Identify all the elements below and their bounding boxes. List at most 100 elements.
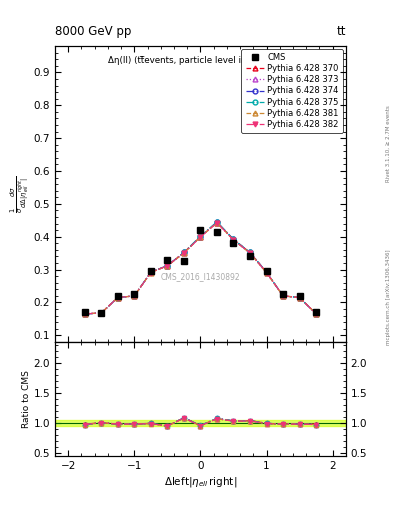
CMS — [248, 253, 252, 260]
Text: mcplots.cern.ch [arXiv:1306.3436]: mcplots.cern.ch [arXiv:1306.3436] — [386, 249, 391, 345]
Pythia 6.428 375 — [281, 293, 285, 299]
Pythia 6.428 381 — [182, 250, 186, 256]
Pythia 6.428 370 — [215, 220, 219, 226]
Y-axis label: $\frac{1}{\sigma}\frac{d\sigma}{d\Delta|\eta_{ell}^{right}|}$: $\frac{1}{\sigma}\frac{d\sigma}{d\Delta|… — [9, 176, 31, 212]
Pythia 6.428 374 — [264, 269, 269, 275]
Pythia 6.428 370 — [165, 263, 170, 269]
Pythia 6.428 374 — [165, 263, 170, 269]
Pythia 6.428 382 — [182, 250, 186, 256]
CMS — [165, 257, 170, 263]
Pythia 6.428 382 — [281, 293, 285, 299]
Pythia 6.428 370 — [264, 269, 269, 275]
CMS — [132, 291, 137, 297]
Pythia 6.428 375 — [116, 294, 120, 301]
Pythia 6.428 373 — [99, 310, 104, 316]
Pythia 6.428 370 — [297, 294, 302, 301]
Y-axis label: Ratio to CMS: Ratio to CMS — [22, 370, 31, 428]
Pythia 6.428 373 — [116, 294, 120, 301]
Pythia 6.428 374 — [314, 311, 318, 317]
Line: Pythia 6.428 370: Pythia 6.428 370 — [82, 220, 319, 316]
Pythia 6.428 375 — [99, 310, 104, 316]
Pythia 6.428 374 — [215, 219, 219, 225]
Pythia 6.428 374 — [231, 236, 236, 242]
Pythia 6.428 375 — [165, 263, 170, 269]
Pythia 6.428 373 — [182, 250, 186, 256]
Line: CMS: CMS — [82, 227, 319, 316]
Line: Pythia 6.428 381: Pythia 6.428 381 — [82, 220, 319, 316]
Pythia 6.428 381 — [314, 311, 318, 317]
CMS — [215, 229, 219, 235]
CMS — [198, 227, 203, 233]
Line: Pythia 6.428 373: Pythia 6.428 373 — [82, 220, 319, 316]
X-axis label: $\Delta\mathrm{left}|\eta_{ell}\,\mathrm{right}|$: $\Delta\mathrm{left}|\eta_{ell}\,\mathrm… — [164, 475, 237, 489]
Pythia 6.428 375 — [314, 311, 318, 317]
Pythia 6.428 382 — [83, 311, 87, 317]
Pythia 6.428 381 — [149, 269, 153, 275]
Pythia 6.428 375 — [149, 269, 153, 275]
CMS — [116, 293, 120, 299]
Line: Pythia 6.428 374: Pythia 6.428 374 — [82, 220, 319, 316]
Pythia 6.428 381 — [264, 270, 269, 276]
Pythia 6.428 382 — [231, 237, 236, 243]
Pythia 6.428 375 — [182, 249, 186, 255]
Pythia 6.428 381 — [215, 220, 219, 226]
Pythia 6.428 382 — [132, 293, 137, 299]
Pythia 6.428 382 — [116, 294, 120, 301]
Pythia 6.428 374 — [99, 310, 104, 316]
Pythia 6.428 382 — [149, 269, 153, 275]
Bar — [55, 420, 346, 426]
Pythia 6.428 382 — [248, 250, 252, 256]
Pythia 6.428 373 — [215, 220, 219, 226]
Pythia 6.428 373 — [281, 293, 285, 299]
Pythia 6.428 373 — [248, 250, 252, 256]
Pythia 6.428 373 — [297, 294, 302, 301]
Pythia 6.428 381 — [248, 250, 252, 256]
Pythia 6.428 382 — [165, 263, 170, 269]
Pythia 6.428 370 — [132, 293, 137, 299]
CMS — [281, 291, 285, 297]
Pythia 6.428 375 — [264, 269, 269, 275]
CMS — [297, 293, 302, 299]
Pythia 6.428 382 — [264, 269, 269, 275]
Pythia 6.428 374 — [149, 269, 153, 275]
Pythia 6.428 381 — [297, 294, 302, 301]
Pythia 6.428 375 — [83, 311, 87, 317]
Pythia 6.428 373 — [198, 234, 203, 240]
Pythia 6.428 373 — [264, 270, 269, 276]
Pythia 6.428 375 — [231, 236, 236, 242]
Pythia 6.428 370 — [182, 249, 186, 255]
Pythia 6.428 381 — [281, 293, 285, 299]
Pythia 6.428 375 — [198, 233, 203, 239]
Pythia 6.428 381 — [198, 234, 203, 240]
Pythia 6.428 382 — [314, 311, 318, 317]
Pythia 6.428 370 — [314, 311, 318, 317]
Pythia 6.428 370 — [99, 310, 104, 316]
CMS — [149, 268, 153, 274]
Pythia 6.428 370 — [231, 236, 236, 242]
CMS — [314, 309, 318, 315]
Line: Pythia 6.428 375: Pythia 6.428 375 — [82, 220, 319, 316]
Text: tt: tt — [336, 26, 346, 38]
Pythia 6.428 375 — [297, 294, 302, 301]
Text: 8000 GeV pp: 8000 GeV pp — [55, 26, 131, 38]
Pythia 6.428 375 — [215, 219, 219, 225]
Pythia 6.428 370 — [281, 293, 285, 299]
Pythia 6.428 381 — [99, 310, 104, 316]
Pythia 6.428 374 — [132, 293, 137, 299]
Pythia 6.428 370 — [149, 269, 153, 275]
Pythia 6.428 373 — [314, 311, 318, 317]
Pythia 6.428 370 — [198, 233, 203, 240]
Text: Δη(ll) (tt̅events, particle level information): Δη(ll) (tt̅events, particle level inform… — [108, 56, 293, 66]
Pythia 6.428 381 — [165, 263, 170, 269]
Pythia 6.428 375 — [132, 293, 137, 299]
Pythia 6.428 381 — [231, 237, 236, 243]
Pythia 6.428 381 — [83, 311, 87, 317]
Pythia 6.428 374 — [248, 249, 252, 255]
Pythia 6.428 374 — [182, 249, 186, 255]
CMS — [231, 240, 236, 246]
Pythia 6.428 373 — [231, 237, 236, 243]
Pythia 6.428 375 — [248, 249, 252, 255]
Text: CMS_2016_I1430892: CMS_2016_I1430892 — [161, 272, 240, 281]
Pythia 6.428 374 — [198, 233, 203, 240]
Pythia 6.428 374 — [116, 294, 120, 301]
